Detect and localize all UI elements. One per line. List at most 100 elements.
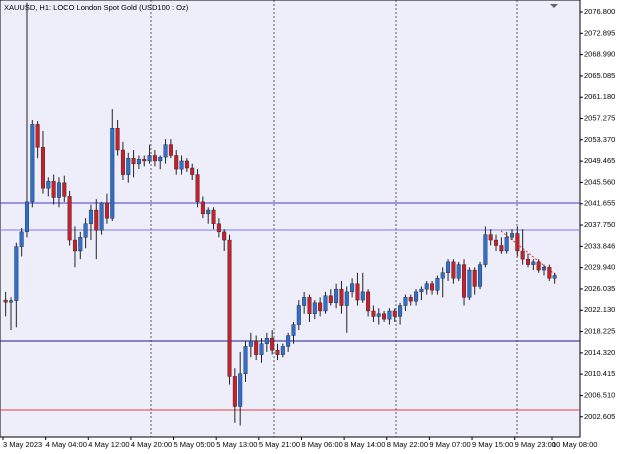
candle-body [152, 155, 157, 162]
candle-body [94, 209, 99, 231]
candle-body [531, 261, 536, 265]
candle-body [206, 209, 211, 215]
candle-body [211, 209, 216, 224]
candle-body [446, 261, 451, 273]
y-tick-label: 2053.370 [584, 135, 615, 144]
candle-body [414, 291, 419, 302]
candle-body [520, 250, 525, 260]
candle-body [456, 264, 461, 279]
candle-body [3, 299, 8, 303]
candle-body [344, 291, 349, 306]
x-tick-label: 8 May 22:00 [387, 440, 428, 449]
candle-body [451, 261, 456, 279]
candle-body [168, 144, 173, 156]
chart-title: XAUUSD, H1: LOCO London Spot Gold (USD10… [4, 3, 189, 12]
candle-body [147, 155, 152, 162]
candle-body [8, 300, 13, 303]
y-tick-label: 2049.465 [584, 156, 615, 165]
x-tick-label: 9 May 23:00 [515, 440, 556, 449]
candle-body [72, 239, 77, 252]
y-tick-label: 2057.275 [584, 114, 615, 123]
candle-body [403, 297, 408, 306]
y-tick-label: 2045.560 [584, 177, 615, 186]
candle-body [270, 338, 275, 351]
candle-body [494, 239, 499, 246]
y-tick-label: 2041.655 [584, 199, 615, 208]
candle-body [371, 310, 376, 317]
x-tick-label: 9 May 07:00 [429, 440, 470, 449]
candle-body [515, 233, 520, 252]
x-tick-label: 5 May 21:00 [259, 440, 300, 449]
y-tick-label: 2029.940 [584, 263, 615, 272]
candle-body [216, 223, 221, 233]
y-tick-label: 2002.605 [584, 412, 615, 421]
candle-body [339, 288, 344, 306]
candle-body [430, 283, 435, 291]
candle-body [222, 231, 227, 241]
candle-body [355, 283, 360, 301]
x-tick-label: 3 May 2023 [3, 440, 42, 449]
y-tick-label: 2065.085 [584, 71, 615, 80]
plot-area [0, 0, 581, 438]
candle-body [110, 128, 115, 219]
candle-body [286, 335, 291, 347]
y-tick-label: 2022.130 [584, 305, 615, 314]
panel-toggle[interactable] [550, 4, 558, 8]
x-tick-label: 4 May 04:00 [46, 440, 87, 449]
candle-body [323, 295, 328, 312]
candle-body [547, 267, 552, 279]
candle-body [19, 231, 24, 247]
y-tick-label: 2072.895 [584, 28, 615, 37]
candle-body [280, 346, 285, 355]
candle-body [435, 278, 440, 291]
candle-body [366, 291, 371, 312]
candle-body [510, 233, 515, 238]
x-tick-label: 4 May 20:00 [131, 440, 172, 449]
candle-body [504, 237, 509, 252]
y-tick-label: 2010.415 [584, 369, 615, 378]
y-tick-label: 2006.510 [584, 390, 615, 399]
candle-body [99, 202, 104, 231]
candle-body [382, 313, 387, 320]
candle-body [136, 159, 141, 164]
candle-body [51, 180, 56, 198]
candle-body [467, 269, 472, 298]
candle-body [483, 234, 488, 265]
candle-body [46, 180, 51, 189]
x-tick-label: 10 May 08:00 [552, 440, 597, 449]
candle-body [254, 340, 259, 355]
candle-body [334, 288, 339, 303]
x-tick-label: 8 May 14:00 [344, 440, 385, 449]
candle-body [24, 201, 29, 233]
candle-body [392, 310, 397, 317]
candle-body [259, 343, 264, 355]
candle-body [472, 269, 477, 287]
candle-body [462, 264, 467, 298]
y-tick-label: 2068.990 [584, 50, 615, 59]
candle-body [232, 376, 237, 407]
candle-body [275, 350, 280, 355]
candle-body [30, 124, 35, 203]
candle-body [419, 288, 424, 293]
candle-body [376, 313, 381, 317]
candle-body [104, 202, 109, 219]
candle-body [56, 182, 61, 198]
candle-body [312, 302, 317, 314]
candle-body [424, 283, 429, 290]
x-tick-label: 4 May 12:00 [88, 440, 129, 449]
candle-body [302, 297, 307, 306]
candle-body [62, 182, 67, 197]
candle-body [40, 147, 45, 189]
candle-body [387, 310, 392, 320]
y-tick-label: 2037.750 [584, 220, 615, 229]
candle-body [478, 264, 483, 287]
candle-body [307, 297, 312, 314]
candle-body [88, 209, 93, 224]
candle-body [120, 149, 125, 175]
candle-body [248, 340, 253, 347]
candle-body [408, 297, 413, 302]
candle-body [179, 160, 184, 170]
candle-body [488, 234, 493, 241]
x-tick-label: 5 May 05:00 [174, 440, 215, 449]
